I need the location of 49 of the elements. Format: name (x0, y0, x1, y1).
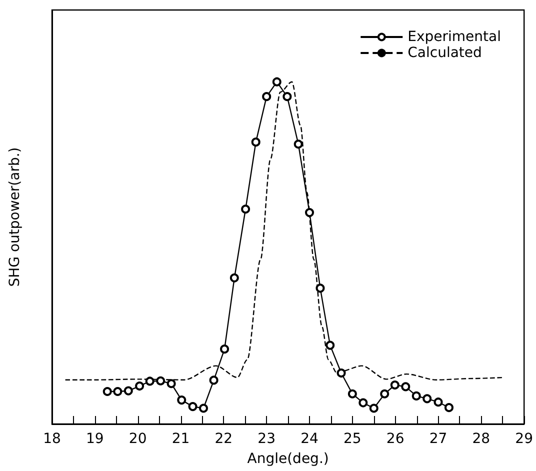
x-tick-label: 27 (429, 431, 448, 447)
y-axis-title: SHG outpower(arb.) (7, 147, 23, 287)
point (135, 382, 144, 391)
point (251, 138, 260, 147)
legend-label: Calculated (408, 45, 482, 61)
legend-label: Experimental (408, 29, 501, 45)
point (102, 387, 112, 396)
x-tick-label: 19 (86, 431, 104, 447)
x-tick-label: 25 (344, 431, 362, 447)
point (241, 204, 250, 214)
point (156, 376, 166, 386)
point (444, 403, 454, 412)
point (294, 140, 303, 149)
point (412, 391, 421, 400)
point (336, 368, 346, 378)
x-axis-title: Angle(deg.) (247, 451, 329, 467)
point (145, 376, 154, 386)
point (272, 77, 282, 86)
x-tick-label: 28 (472, 431, 490, 447)
x-tick-label: 23 (258, 431, 276, 447)
point (220, 344, 230, 354)
x-tick-label: 21 (172, 431, 190, 447)
point (230, 273, 239, 282)
point (316, 284, 325, 293)
point (188, 402, 198, 412)
point (401, 382, 410, 392)
point (262, 92, 272, 102)
point (305, 208, 314, 218)
x-tick-label: 22 (214, 431, 233, 447)
x-tick-label: 24 (300, 431, 318, 447)
point (177, 396, 186, 405)
point (390, 380, 400, 390)
point (369, 404, 378, 413)
point (209, 376, 218, 385)
point (199, 404, 208, 413)
x-tick-label: 26 (386, 431, 404, 447)
point (380, 389, 390, 398)
point (326, 340, 335, 350)
point (124, 386, 133, 396)
point (358, 398, 368, 408)
x-tick-label: 20 (128, 431, 147, 447)
point (434, 398, 443, 407)
x-tick-label: 18 (43, 431, 61, 447)
point (348, 389, 357, 398)
x-tick-label: 29 (515, 431, 534, 447)
point (113, 387, 122, 396)
point (166, 379, 176, 388)
point (282, 92, 292, 102)
point (422, 394, 432, 404)
